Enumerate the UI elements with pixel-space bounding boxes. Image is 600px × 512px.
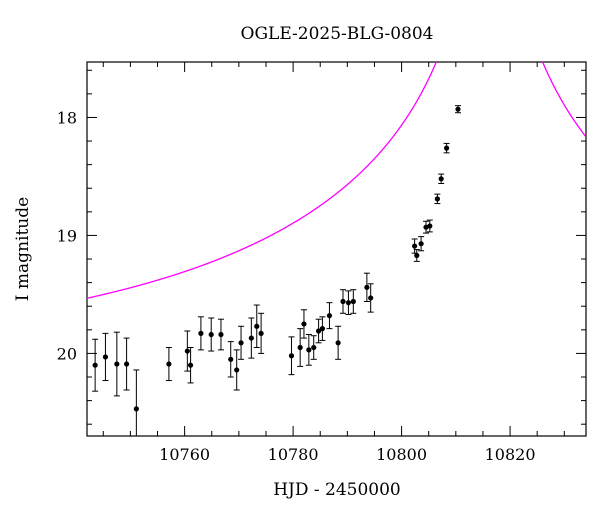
y-tick-label: 18 bbox=[57, 108, 77, 127]
data-marker bbox=[427, 223, 433, 229]
x-tick-label: 10780 bbox=[268, 445, 319, 464]
data-marker bbox=[412, 243, 418, 249]
data-marker bbox=[350, 298, 356, 305]
data-point bbox=[345, 290, 352, 315]
data-marker bbox=[198, 330, 204, 336]
data-marker bbox=[166, 361, 172, 367]
data-marker bbox=[311, 344, 317, 351]
data-marker bbox=[218, 331, 224, 338]
data-marker bbox=[364, 284, 370, 290]
y-tick-labels: 18 19 20 bbox=[57, 108, 77, 363]
chart-title: OGLE-2025-BLG-0804 bbox=[241, 24, 434, 44]
data-marker bbox=[297, 344, 303, 351]
data-marker bbox=[208, 331, 214, 338]
data-point bbox=[197, 316, 204, 351]
data-marker bbox=[248, 335, 254, 341]
data-point bbox=[238, 325, 245, 360]
data-point bbox=[326, 302, 333, 330]
data-point bbox=[113, 331, 120, 397]
data-point bbox=[253, 304, 260, 349]
data-marker bbox=[345, 300, 352, 306]
y-axis-title: I magnitude bbox=[13, 197, 33, 301]
y-tick-label: 20 bbox=[57, 344, 77, 363]
data-marker bbox=[326, 313, 333, 319]
data-point bbox=[363, 272, 370, 303]
data-marker bbox=[92, 362, 98, 368]
data-marker bbox=[254, 323, 260, 329]
data-point bbox=[350, 289, 357, 314]
data-marker bbox=[238, 340, 244, 346]
data-point bbox=[418, 236, 425, 252]
x-tick-label: 10760 bbox=[159, 445, 210, 464]
data-marker bbox=[319, 326, 325, 332]
data-marker bbox=[114, 361, 120, 367]
data-marker bbox=[123, 361, 130, 367]
data-point bbox=[413, 249, 420, 262]
data-marker bbox=[335, 340, 341, 346]
data-marker bbox=[418, 241, 424, 247]
data-point bbox=[454, 105, 461, 114]
data-point bbox=[367, 283, 374, 313]
data-marker bbox=[184, 348, 190, 354]
x-tick-labels: 10760 10780 10800 10820 bbox=[159, 445, 535, 464]
data-point bbox=[335, 325, 342, 360]
data-point bbox=[340, 289, 347, 314]
data-marker bbox=[368, 295, 374, 301]
data-point bbox=[438, 173, 445, 185]
data-point bbox=[217, 318, 224, 351]
data-point bbox=[434, 193, 441, 205]
data-point bbox=[123, 337, 130, 391]
data-point bbox=[426, 219, 433, 233]
x-tick-label: 10820 bbox=[485, 445, 536, 464]
data-point bbox=[248, 317, 255, 359]
data-point bbox=[92, 338, 99, 392]
data-point bbox=[305, 334, 312, 366]
data-point bbox=[288, 336, 295, 376]
data-point bbox=[300, 309, 307, 339]
data-marker bbox=[258, 330, 264, 336]
data-point bbox=[319, 316, 326, 341]
data-point bbox=[102, 332, 109, 382]
data-marker bbox=[228, 356, 234, 362]
data-marker bbox=[340, 298, 346, 305]
data-marker bbox=[438, 176, 444, 182]
data-marker bbox=[102, 354, 109, 360]
data-marker bbox=[434, 196, 440, 202]
data-point bbox=[208, 317, 215, 352]
data-marker bbox=[187, 362, 194, 368]
data-marker bbox=[316, 328, 322, 334]
data-marker bbox=[234, 367, 240, 373]
data-point bbox=[165, 347, 172, 382]
data-marker bbox=[455, 106, 461, 112]
data-marker bbox=[414, 252, 420, 259]
data-point bbox=[187, 347, 194, 384]
data-marker bbox=[306, 347, 312, 353]
data-points bbox=[92, 105, 461, 436]
data-marker bbox=[288, 353, 295, 359]
axis-ticks bbox=[87, 62, 586, 436]
x-axis-title: HJD - 2450000 bbox=[273, 480, 401, 500]
data-point bbox=[310, 335, 317, 360]
data-point bbox=[133, 369, 140, 436]
data-marker bbox=[444, 145, 450, 151]
data-point bbox=[233, 349, 240, 391]
data-marker bbox=[133, 406, 139, 412]
data-point bbox=[443, 142, 450, 154]
model-curve bbox=[87, 62, 586, 299]
plot-frame bbox=[86, 61, 587, 437]
data-marker bbox=[301, 321, 307, 327]
x-tick-label: 10800 bbox=[376, 445, 427, 464]
data-point bbox=[258, 312, 265, 354]
data-point bbox=[227, 341, 234, 378]
y-tick-label: 19 bbox=[57, 226, 77, 245]
data-point bbox=[297, 328, 304, 367]
data-point bbox=[184, 330, 191, 372]
data-point bbox=[315, 318, 322, 344]
